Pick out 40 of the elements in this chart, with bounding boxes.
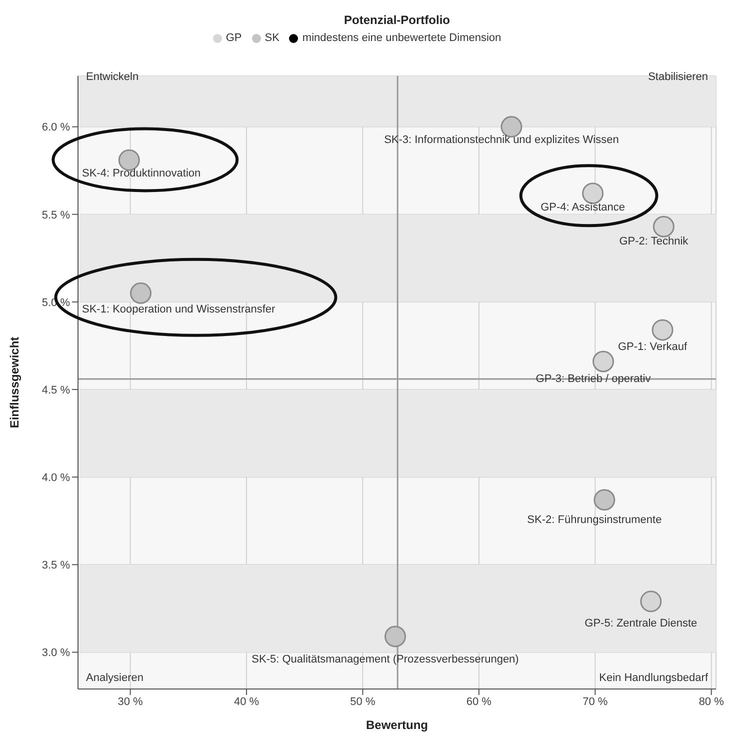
annotation: Analysieren (86, 672, 144, 684)
legend-label: SK (264, 32, 280, 44)
x-axis-title: Bewertung (366, 718, 428, 732)
x-tick-label: 40 % (234, 696, 260, 708)
annotation: GP-3: Betrieb / operativ (536, 373, 652, 386)
y-tick-label: 4.0 % (42, 472, 70, 484)
annotation: SK-3: Informationstechnik und explizites Wissen (384, 134, 619, 146)
y-tick-label: 3.5 % (42, 560, 70, 572)
point (130, 282, 152, 304)
y-axis-title: Einflussgewicht (7, 336, 22, 428)
annotation: GP-1: Verkauf (618, 340, 688, 353)
x-tick-label: 80 % (698, 696, 724, 708)
annotation: GP-2: Technik (619, 236, 689, 248)
y-tick-label: 3.0 % (42, 647, 70, 660)
point (592, 350, 614, 372)
x-tick-label: 50 % (350, 696, 376, 708)
annotation: GP-5: Zentrale Dienste (584, 618, 698, 630)
point (582, 182, 604, 204)
point (384, 626, 406, 648)
point (594, 489, 616, 511)
point (640, 590, 662, 612)
y-tick-label: 4.5 % (42, 384, 70, 396)
annotation: SK-4: Produktinnovation (82, 168, 201, 180)
annotation: Entwickeln (86, 71, 139, 83)
chart-title: Potenzial-Portfolio (344, 13, 450, 27)
point (652, 216, 674, 238)
y-tick-label: 6.0 % (42, 122, 70, 134)
annotation: Stabilisieren (648, 71, 708, 83)
annotation: SK-1: Kooperation und Wissenstransfer (82, 303, 276, 316)
legend-label: mindestens eine unbewertete Dimension (302, 32, 502, 44)
annotation: Kein Handlungsbedarf (599, 672, 709, 684)
x-tick-label: 60 % (466, 696, 492, 708)
x-tick-label: 30 % (118, 696, 144, 708)
annotation: SK-2: Führungsinstrumente (527, 514, 662, 526)
annotation: SK-5: Qualitätsmanagement (Prozessverbesserungen) (252, 653, 519, 666)
annotation: GP-4: Assistance (540, 202, 626, 214)
legend-label: GP (226, 32, 242, 44)
x-tick-label: 70 % (582, 696, 608, 708)
y-tick-label: 5.5 % (42, 209, 70, 222)
point (652, 319, 674, 341)
